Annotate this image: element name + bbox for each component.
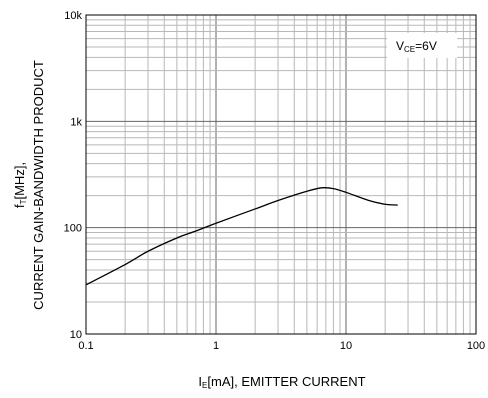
y-tick-label: 10k [64,10,82,22]
vce-annotation: VCE=6V [387,33,457,58]
annotation-box [387,33,457,58]
tick-labels: 0.1 1 10 100 10 100 1k 10k [64,10,486,352]
y-axis-label-line1: fT[MHz], [12,162,28,208]
x-tick-label: 100 [467,340,485,352]
y-tick-label: 1k [70,116,82,128]
y-axis-label-line2: CURRENT GAIN-BANDWIDTH PRODUCT [31,60,46,310]
annotation-text: VCE=6V [396,39,437,54]
series-line [85,187,398,286]
x-axis-label: IE[mA], EMITTER CURRENT [198,374,365,390]
x-tick-label: 0.1 [78,340,93,352]
y-tick-label: 100 [64,223,82,235]
chart-grid [86,15,476,334]
y-tick-label: 10 [70,329,82,341]
x-tick-label: 10 [340,340,352,352]
x-tick-label: 1 [213,340,219,352]
plot-frame [85,14,477,335]
